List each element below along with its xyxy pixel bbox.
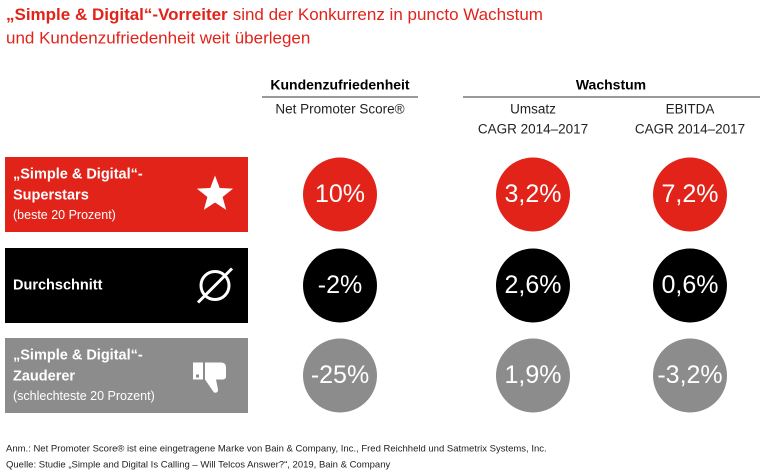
row-title: Durchschnitt <box>13 277 103 293</box>
footnote: Anm.: Net Promoter Score® ist eine einge… <box>6 444 547 455</box>
value-circle <box>303 338 377 413</box>
value-label: 2,6% <box>505 271 562 299</box>
column-header: EBITDA <box>666 102 715 117</box>
title-line: und Kundenzufriedenheit weit überlegen <box>6 28 310 47</box>
thumb-dot <box>196 374 199 378</box>
value-label: -2% <box>318 271 362 299</box>
value-circle <box>303 248 377 323</box>
title-line: „Simple & Digital“-Vorreiter sind der Kon… <box>6 5 543 24</box>
star-icon <box>196 175 234 210</box>
value-circle <box>496 248 570 323</box>
title-rest: sind der Konkurrenz in puncto Wachstum <box>233 5 543 24</box>
average-icon-slash <box>196 267 234 304</box>
table-body: Net Promoter Score® Umsatz CAGR 2014–2017 E… <box>5 102 745 413</box>
column-header: CAGR 2014–2017 <box>635 122 745 137</box>
value-circle <box>303 157 377 232</box>
row-title: „Simple & Digital“- <box>13 166 143 182</box>
value-label: 10% <box>315 180 365 208</box>
title-highlight: „Simple & Digital“-Vorreiter <box>6 5 228 24</box>
row-box <box>5 248 248 323</box>
thumb-cuff <box>193 362 203 380</box>
value-circle <box>653 157 727 232</box>
value-label: -3,2% <box>657 361 722 389</box>
value-label: 3,2% <box>505 180 562 208</box>
row-title: Superstars <box>13 187 89 203</box>
column-header: Net Promoter Score® <box>275 102 404 117</box>
value-circle <box>496 338 570 413</box>
value-circle <box>653 338 727 413</box>
average-icon <box>199 270 231 301</box>
row-title: „Simple & Digital“- <box>13 347 143 363</box>
group-header: Kundenzufriedenheit <box>270 77 410 93</box>
column-header: CAGR 2014–2017 <box>478 122 588 137</box>
row-subtitle: (schlechteste 20 Prozent) <box>13 389 155 403</box>
value-label: -25% <box>311 361 369 389</box>
value-circle <box>653 248 727 323</box>
value-label: 0,6% <box>662 271 719 299</box>
group-header: Wachstum <box>576 77 646 93</box>
column-header: Umsatz <box>510 102 556 117</box>
row-subtitle: (beste 20 Prozent) <box>13 208 116 222</box>
value-label: 7,2% <box>662 180 719 208</box>
thumb-icon <box>205 362 226 393</box>
value-circle <box>496 157 570 232</box>
row-title: Zauderer <box>13 368 75 384</box>
footnote: Quelle: Studie „Simple and Digital Is Ca… <box>6 460 390 471</box>
value-label: 1,9% <box>505 361 562 389</box>
